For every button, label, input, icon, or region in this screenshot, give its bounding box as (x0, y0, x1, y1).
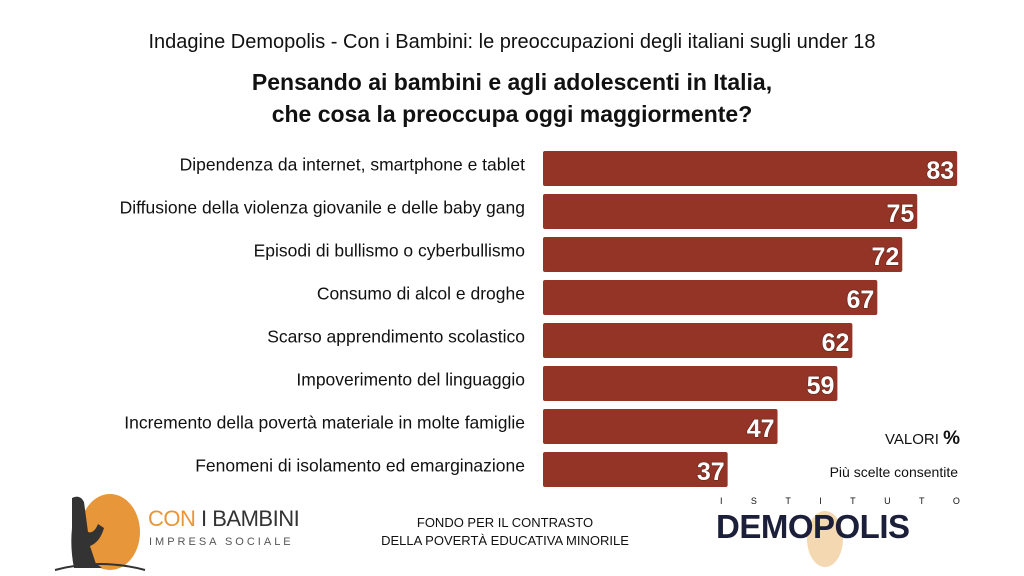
fondo-text: FONDO PER IL CONTRASTO DELLA POVERTÀ EDUC… (381, 515, 629, 548)
value-label: 72 (871, 243, 899, 271)
bar (543, 452, 728, 487)
value-label: 67 (847, 286, 875, 314)
bar (543, 366, 838, 401)
istituto-letter: S (750, 496, 757, 506)
percent-sign: % (943, 428, 960, 449)
value-label: 83 (926, 157, 954, 185)
bar (543, 151, 958, 186)
istituto-letter: I (819, 496, 822, 506)
category-label: Episodi di bullismo o cyberbullismo (254, 241, 525, 261)
value-label: 37 (697, 458, 725, 486)
bar (543, 194, 918, 229)
category-label: Scarso apprendimento scolastico (267, 327, 525, 347)
category-label: Dipendenza da internet, smartphone e tab… (180, 155, 526, 175)
valori-label: VALORI (885, 431, 939, 448)
bar (543, 323, 853, 358)
value-label: 75 (886, 200, 914, 228)
bar (543, 280, 878, 315)
question-line-1: Pensando ai bambini e agli adolescenti i… (251, 69, 773, 95)
category-label: Incremento della povertà materiale in mo… (124, 413, 525, 433)
bar (543, 409, 778, 444)
category-label: Consumo di alcol e droghe (317, 284, 525, 304)
value-label: 62 (822, 329, 850, 357)
istituto-letter: O (952, 496, 960, 506)
value-label: 47 (747, 415, 775, 443)
con-i-bambini-wordmark: CON I BAMBINI (148, 506, 300, 531)
category-label: Impoverimento del linguaggio (296, 370, 525, 390)
values-note: VALORI % (870, 428, 960, 451)
istituto-letter: T (918, 496, 925, 506)
istituto-letter: U (884, 496, 891, 506)
multiple-choice-note: Più scelte consentite (829, 464, 958, 480)
con-i-bambini-logo-icon (54, 494, 146, 571)
category-label: Fenomeni di isolamento ed emarginazione (195, 456, 525, 476)
demopolis-logo: DEMOPOLIS (716, 508, 910, 545)
istituto-letter: T (785, 496, 791, 506)
category-label: Diffusione della violenza giovanile e de… (120, 198, 525, 218)
istituto-letter: I (720, 496, 723, 506)
istituto-letter: T (850, 496, 856, 506)
bar (543, 237, 903, 272)
demopolis-glow-icon (807, 511, 843, 567)
impresa-sociale-text: IMPRESA SOCIALE (149, 536, 294, 548)
value-label: 59 (807, 372, 835, 400)
question-line-2: che cosa la preoccupa oggi maggiormente? (271, 101, 753, 127)
supertitle: Indagine Demopolis - Con i Bambini: le p… (148, 31, 876, 53)
